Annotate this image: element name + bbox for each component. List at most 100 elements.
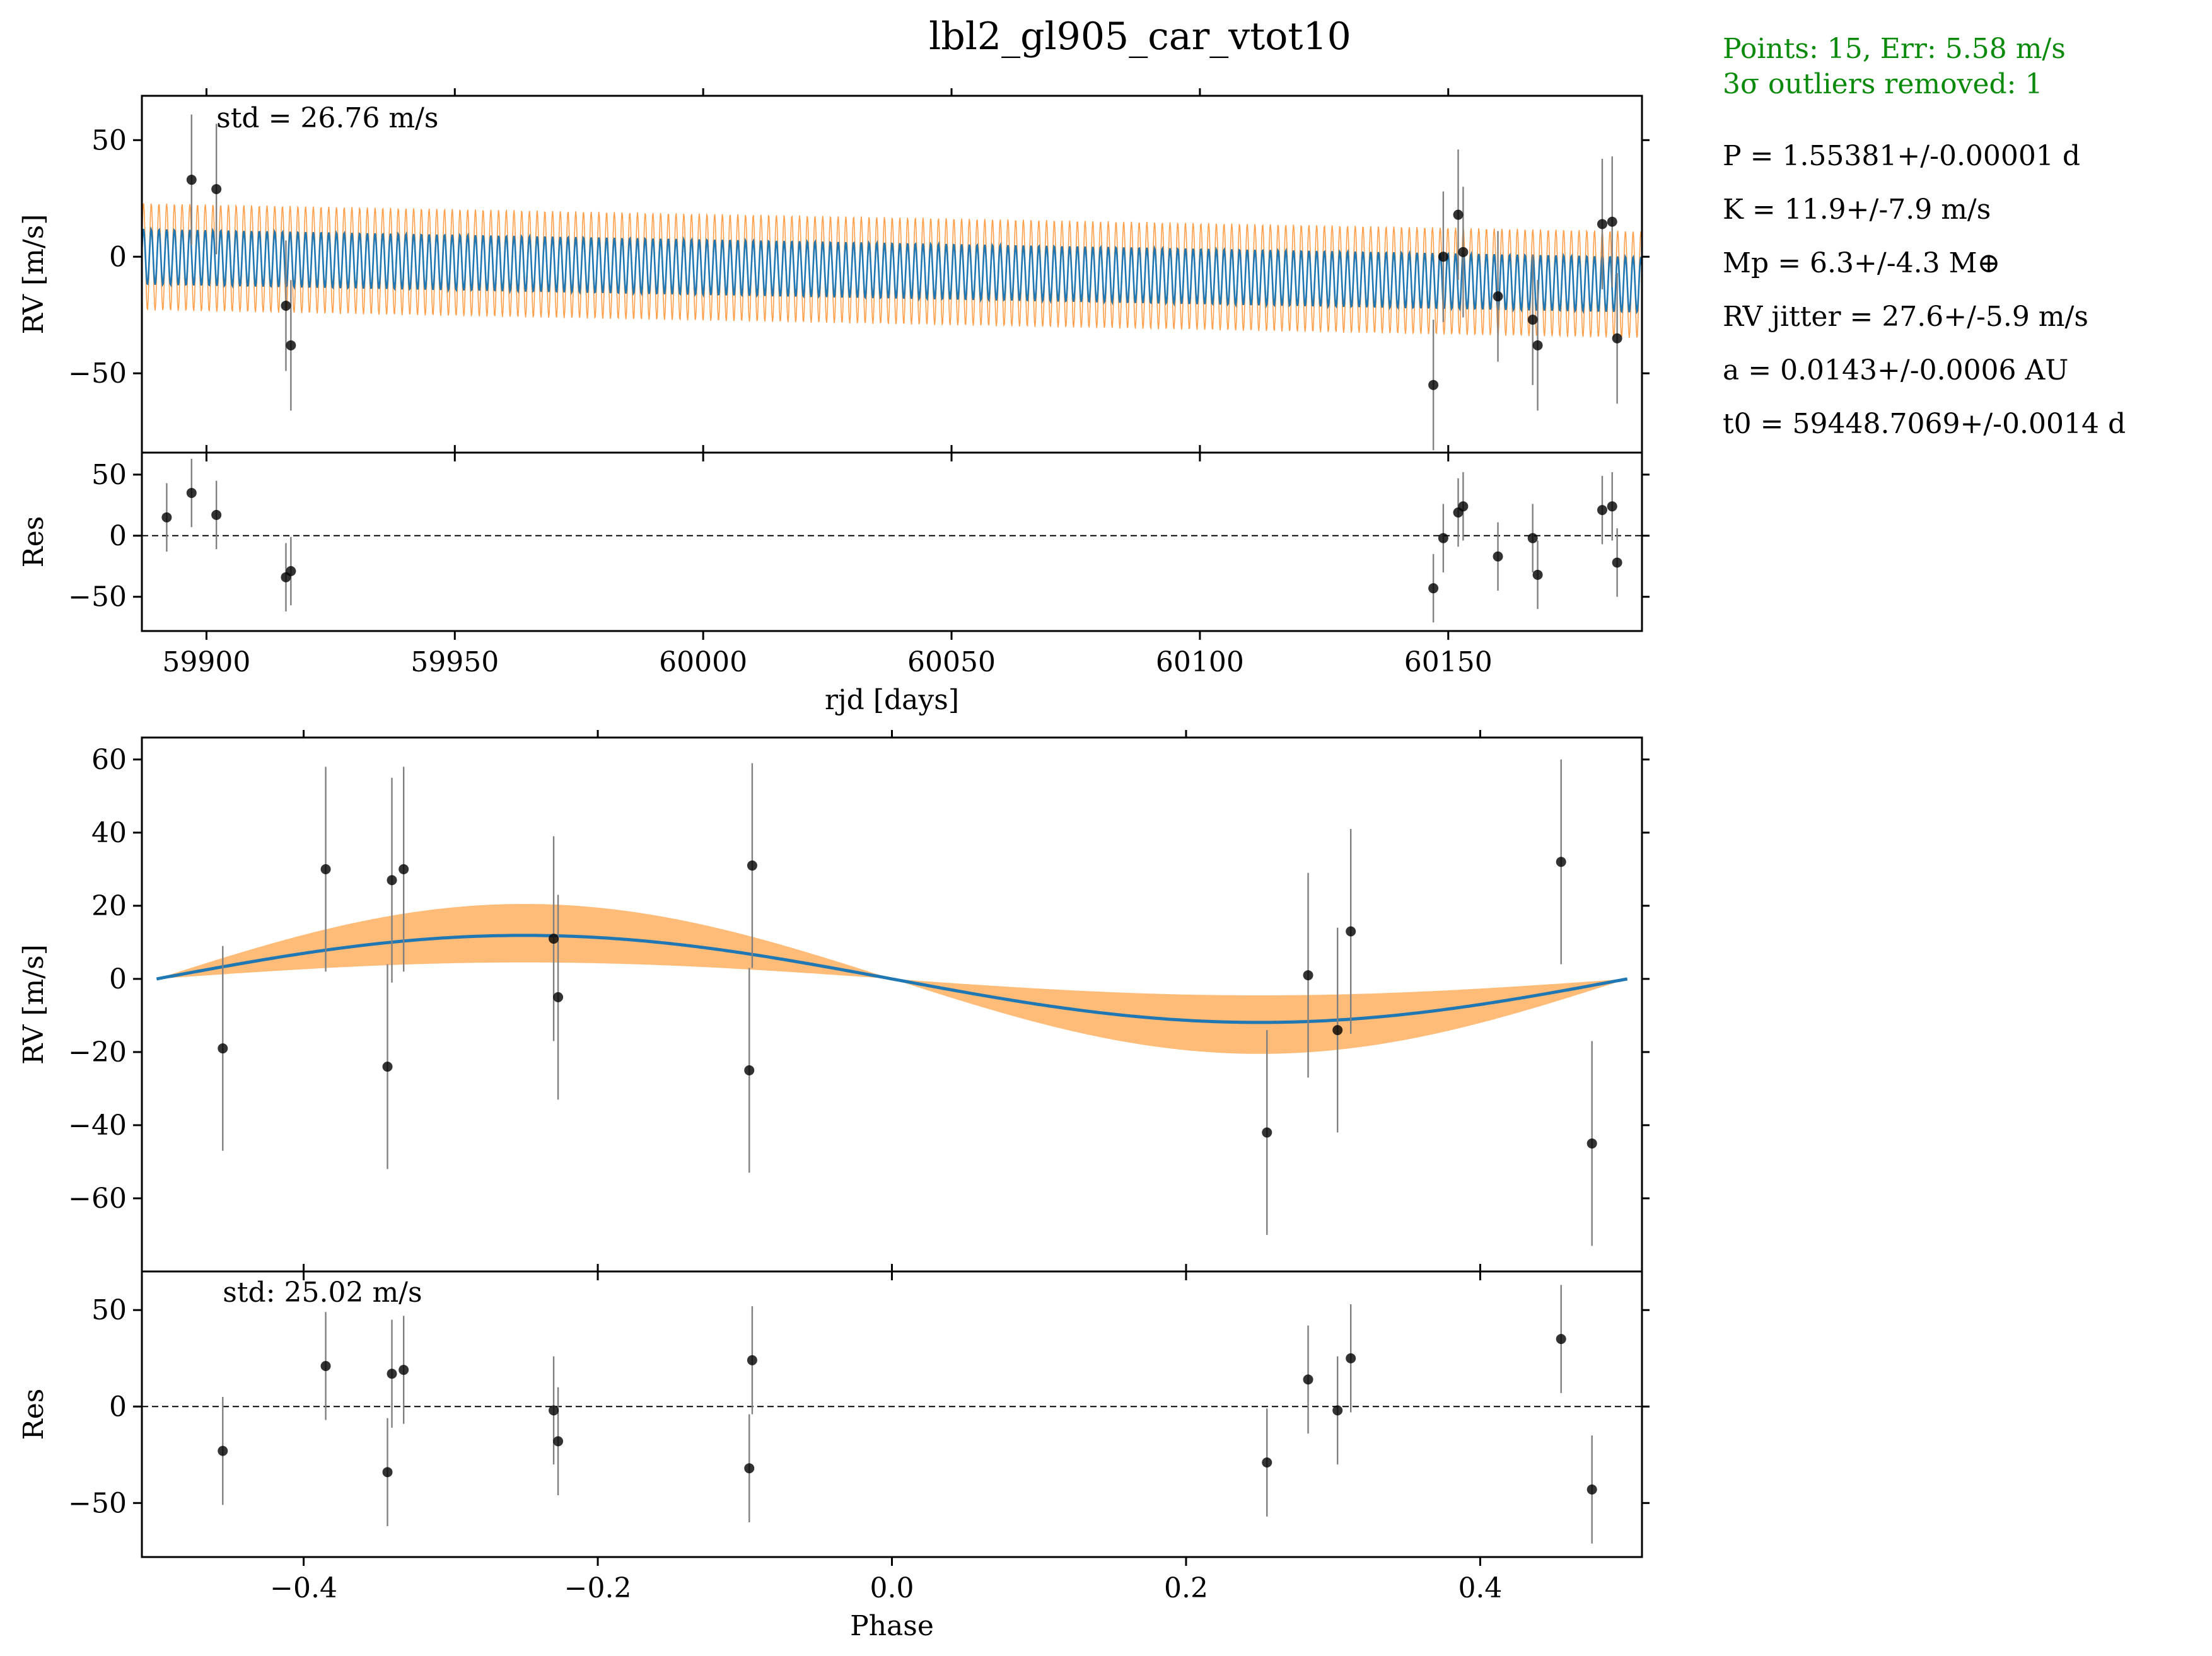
y-tick-label: 0 xyxy=(109,963,127,995)
data-point xyxy=(747,860,757,871)
data-point xyxy=(387,875,397,886)
data-point xyxy=(1493,551,1503,562)
model-uncertainty-band xyxy=(156,904,1627,1054)
data-point xyxy=(1332,1025,1343,1036)
model-uncertainty-band xyxy=(142,203,1642,339)
outliers-info: 3σ outliers removed: 1 xyxy=(1723,68,2042,100)
y-axis-title: Res xyxy=(18,1389,50,1440)
data-point xyxy=(211,509,222,520)
x-tick-label: 0.4 xyxy=(1458,1572,1502,1604)
data-point xyxy=(1262,1127,1272,1138)
data-point xyxy=(1597,505,1607,516)
x-tick-label: 60050 xyxy=(907,646,996,678)
residual-time-panel: −50 0 50 59900 59950 60000 60050 60100 60150 rjd … xyxy=(18,445,1650,716)
data-point xyxy=(1332,1405,1343,1416)
data-point xyxy=(744,1065,755,1075)
axes-frame xyxy=(141,95,1643,454)
data-point xyxy=(1556,857,1566,867)
x-tick-label: 60000 xyxy=(659,646,747,678)
x-axis-title: Phase xyxy=(850,1610,934,1642)
rv-phase-panel: −60 −40 −20 0 20 40 60 RV [m/s] xyxy=(18,730,1650,1280)
data-point xyxy=(186,487,197,498)
model-layer xyxy=(142,203,1642,339)
data-point xyxy=(1586,1138,1597,1149)
data-point xyxy=(281,300,291,311)
data-point xyxy=(286,340,296,350)
y-tick-label: 50 xyxy=(91,1294,127,1326)
x-tick-label: 0.2 xyxy=(1164,1572,1208,1604)
y-tick-label: −50 xyxy=(68,357,127,390)
data-point xyxy=(553,1436,564,1447)
y-tick-label: 0 xyxy=(109,1391,127,1423)
data-point xyxy=(399,864,409,874)
data-point xyxy=(1428,379,1439,390)
data-point xyxy=(1303,1374,1313,1385)
param-semimajor: a = 0.0143+/-0.0006 AU xyxy=(1723,354,2068,386)
y-axis-title: RV [m/s] xyxy=(18,944,50,1065)
data-point xyxy=(1607,501,1617,512)
data-point xyxy=(1532,569,1543,580)
y-tick-label: 20 xyxy=(91,890,127,922)
param-t0: t0 = 59448.7069+/-0.0014 d xyxy=(1723,408,2126,440)
data-point xyxy=(399,1365,409,1375)
data-point xyxy=(1262,1457,1272,1468)
data-point xyxy=(1527,315,1538,325)
axes-frame xyxy=(141,1270,1643,1558)
data-point xyxy=(549,934,559,944)
std-label: std = 26.76 m/s xyxy=(216,102,438,134)
std-label: std: 25.02 m/s xyxy=(223,1277,422,1309)
residual-phase-panel: −50 0 50 −0.4 −0.2 0.0 0.2 0.4 Phase Res std: 25.0… xyxy=(18,1264,1650,1642)
data-point xyxy=(1303,970,1313,981)
data-point xyxy=(1458,501,1469,512)
x-tick-label: −0.2 xyxy=(564,1572,632,1604)
y-tick-label: 60 xyxy=(91,744,127,776)
y-axis-title: Res xyxy=(18,516,50,568)
x-tick-label: 0.0 xyxy=(870,1572,914,1604)
param-jitter: RV jitter = 27.6+/-5.9 m/s xyxy=(1723,301,2088,333)
y-tick-label: 0 xyxy=(109,241,127,273)
data-point xyxy=(1556,1334,1566,1345)
data-point xyxy=(1428,583,1439,594)
y-tick-label: −20 xyxy=(68,1036,127,1068)
data-point xyxy=(744,1463,755,1474)
y-tick-label: −50 xyxy=(68,581,127,613)
data-point xyxy=(1607,216,1617,227)
data-point xyxy=(286,566,296,577)
x-tick-label: 60100 xyxy=(1156,646,1244,678)
x-tick-label: 59900 xyxy=(162,646,250,678)
data-point xyxy=(218,1445,228,1456)
data-point xyxy=(1458,246,1469,257)
data-point xyxy=(382,1062,393,1072)
y-tick-label: −40 xyxy=(68,1109,127,1142)
y-tick-label: 0 xyxy=(109,520,127,552)
y-tick-label: 50 xyxy=(91,124,127,156)
data-point xyxy=(320,864,331,874)
info-panel: Points: 15, Err: 5.58 m/s 3σ outliers re… xyxy=(1723,33,2126,440)
x-tick-label: 60150 xyxy=(1404,646,1493,678)
data-point xyxy=(161,512,172,523)
data-point xyxy=(553,992,564,1002)
data-point xyxy=(1586,1484,1597,1495)
data-point xyxy=(387,1369,397,1379)
data-point xyxy=(747,1355,757,1365)
data-point xyxy=(1346,926,1356,937)
data-point xyxy=(211,183,222,194)
data-point xyxy=(186,175,197,185)
y-axis-title: RV [m/s] xyxy=(18,214,50,335)
data-point xyxy=(382,1467,393,1478)
x-tick-label: −0.4 xyxy=(270,1572,337,1604)
data-point xyxy=(1612,333,1622,344)
x-tick-label: 59950 xyxy=(410,646,499,678)
data-point xyxy=(1453,209,1464,220)
rv-time-panel: −50 0 50 RV [m/s] std = 26.76 m/s xyxy=(18,88,1650,461)
y-tick-label: −50 xyxy=(68,1487,127,1519)
model-curve xyxy=(156,934,1628,1024)
axes-frame xyxy=(141,451,1643,632)
data-point xyxy=(549,1405,559,1416)
param-period: P = 1.55381+/-0.00001 d xyxy=(1723,140,2080,172)
data-point xyxy=(1612,557,1622,568)
data-point xyxy=(1438,533,1448,543)
figure-title: lbl2_gl905_car_vtot10 xyxy=(929,14,1351,59)
y-tick-label: 50 xyxy=(91,459,127,491)
